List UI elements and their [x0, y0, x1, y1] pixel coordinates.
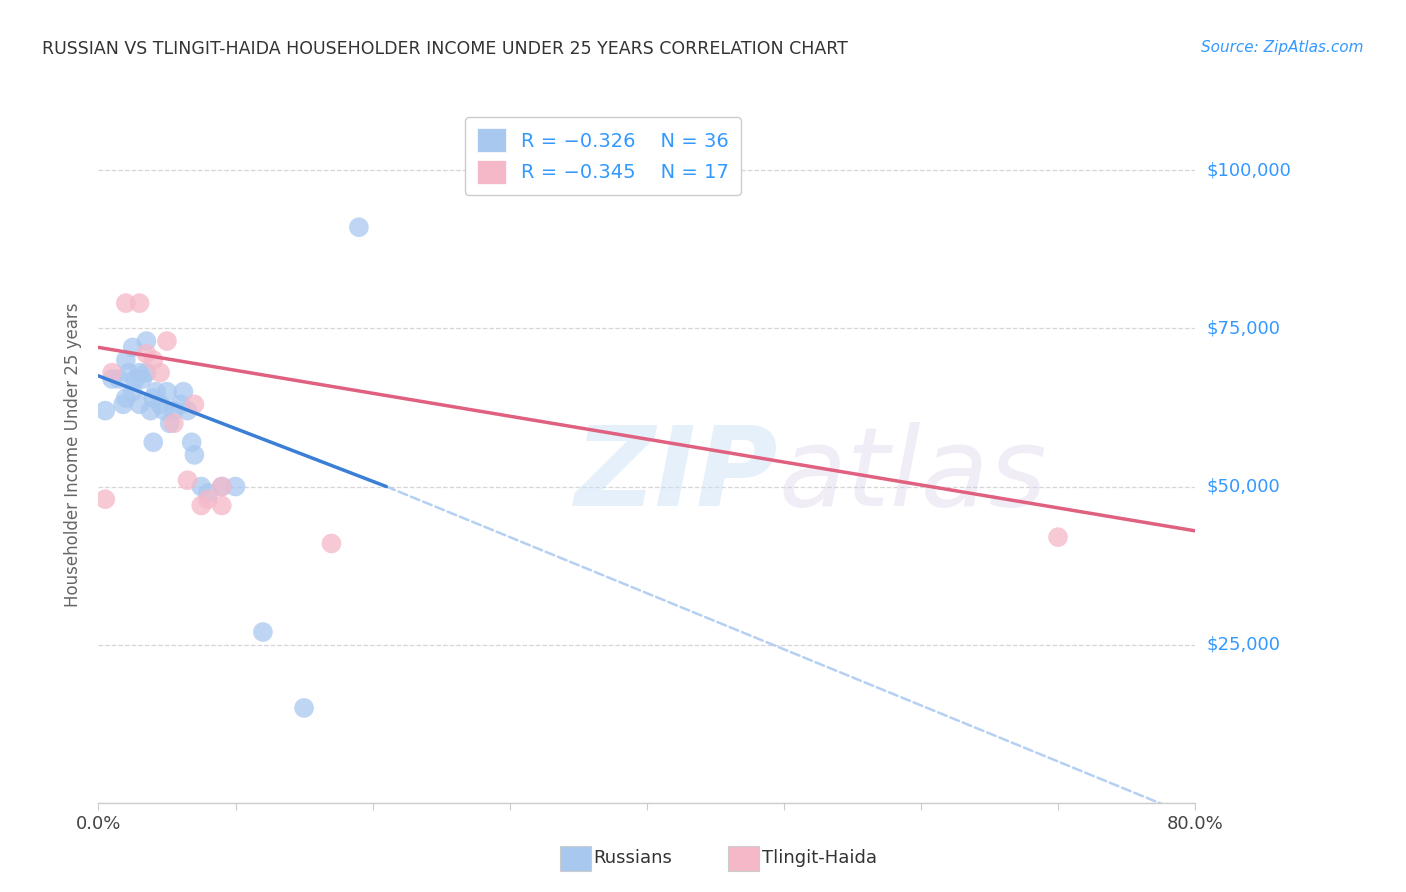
Point: [211, 479, 233, 493]
Point: [211, 499, 233, 513]
Legend: R = −0.326    N = 36, R = −0.345    N = 17: R = −0.326 N = 36, R = −0.345 N = 17: [465, 117, 741, 195]
Point: [124, 372, 146, 386]
Point: [128, 296, 150, 310]
Point: [101, 366, 124, 380]
Point: [149, 366, 172, 380]
Text: Tlingit-Haida: Tlingit-Haida: [762, 849, 877, 867]
Point: [142, 353, 165, 368]
Point: [117, 366, 139, 380]
Point: [225, 479, 247, 493]
Text: $75,000: $75,000: [1206, 319, 1281, 337]
Text: Source: ZipAtlas.com: Source: ZipAtlas.com: [1201, 40, 1364, 55]
Text: atlas: atlas: [779, 422, 1047, 529]
Point: [156, 384, 179, 399]
Point: [115, 353, 138, 368]
Point: [347, 220, 370, 235]
Point: [153, 403, 176, 417]
Point: [190, 499, 212, 513]
Point: [156, 334, 179, 348]
Point: [149, 397, 172, 411]
Point: [163, 417, 186, 431]
Point: [183, 448, 205, 462]
Text: $25,000: $25,000: [1206, 636, 1281, 654]
Point: [252, 625, 274, 640]
Point: [197, 492, 219, 507]
Point: [128, 366, 150, 380]
Point: [163, 403, 186, 417]
Point: [211, 479, 233, 493]
Point: [176, 403, 198, 417]
Point: [115, 391, 138, 405]
Point: [121, 384, 143, 399]
Point: [112, 397, 135, 411]
Point: [292, 701, 315, 715]
Point: [135, 334, 157, 348]
Point: [94, 492, 117, 507]
Point: [131, 372, 153, 386]
Point: [135, 366, 157, 380]
Point: [321, 536, 343, 550]
Point: [170, 397, 193, 411]
Point: [172, 384, 194, 399]
Point: [159, 417, 181, 431]
Text: Russians: Russians: [593, 849, 672, 867]
Text: RUSSIAN VS TLINGIT-HAIDA HOUSEHOLDER INCOME UNDER 25 YEARS CORRELATION CHART: RUSSIAN VS TLINGIT-HAIDA HOUSEHOLDER INC…: [42, 40, 848, 58]
Point: [190, 479, 212, 493]
Point: [101, 372, 124, 386]
Point: [142, 435, 165, 450]
Text: ZIP: ZIP: [575, 422, 779, 529]
Point: [128, 397, 150, 411]
Text: $100,000: $100,000: [1206, 161, 1291, 179]
Point: [197, 486, 219, 500]
Point: [94, 403, 117, 417]
Text: $50,000: $50,000: [1206, 477, 1279, 496]
Point: [121, 340, 143, 354]
Point: [142, 391, 165, 405]
Point: [1046, 530, 1070, 544]
Point: [176, 473, 198, 487]
Point: [183, 397, 205, 411]
Point: [139, 403, 162, 417]
Point: [180, 435, 202, 450]
Point: [135, 347, 157, 361]
Y-axis label: Householder Income Under 25 years: Householder Income Under 25 years: [65, 302, 83, 607]
Point: [108, 372, 131, 386]
Point: [115, 296, 138, 310]
Point: [145, 384, 167, 399]
